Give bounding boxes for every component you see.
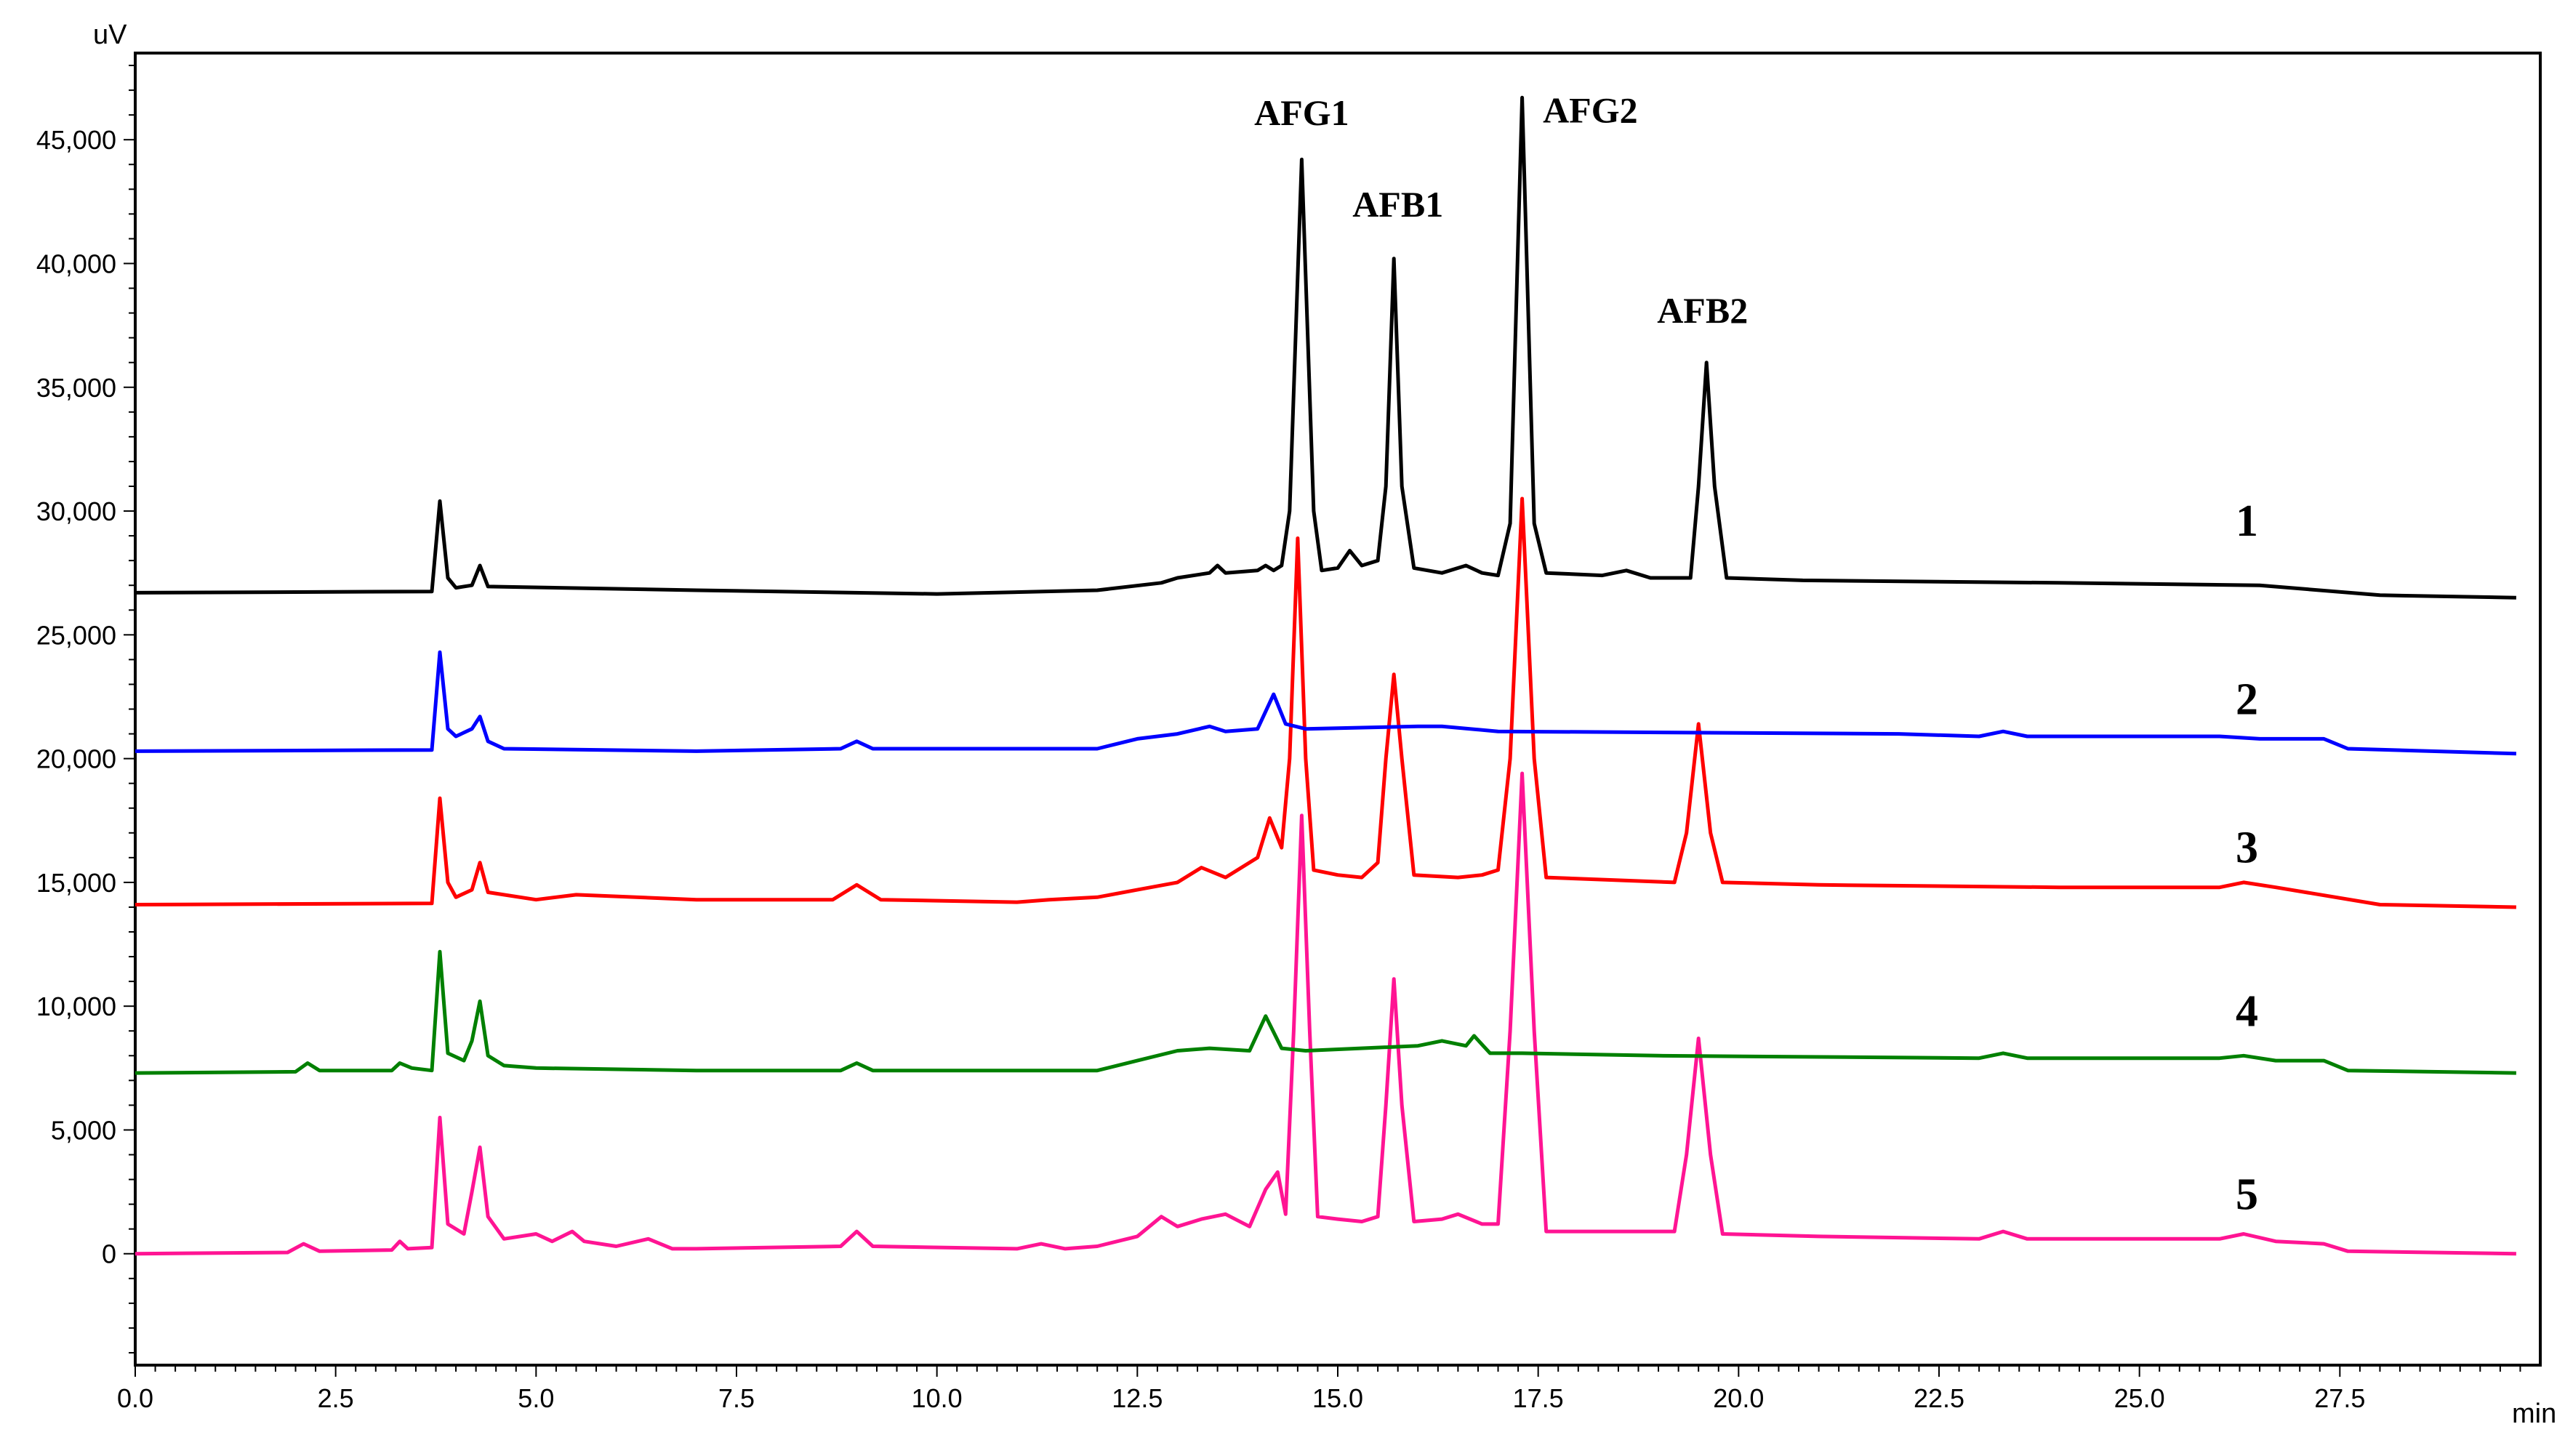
x-tick-label: 5.0	[518, 1383, 554, 1413]
peak-label-afg2: AFG2	[1543, 89, 1638, 130]
trace-group	[135, 95, 2516, 1256]
trace-line-4	[135, 949, 2516, 1075]
trace-line-2	[135, 650, 2516, 756]
trace-line-1	[135, 95, 2516, 600]
y-tick-label: 35,000	[36, 373, 116, 403]
x-tick-label: 25.0	[2114, 1383, 2165, 1413]
x-tick-label: 7.5	[718, 1383, 755, 1413]
peak-label-afg1: AFG1	[1254, 92, 1349, 133]
trace-label-4: 4	[2236, 986, 2258, 1036]
x-tick-label: 15.0	[1312, 1383, 1363, 1413]
y-tick-label: 5,000	[51, 1115, 116, 1145]
x-axis-unit-label: min	[2512, 1399, 2556, 1429]
trace-label-2: 2	[2236, 675, 2258, 724]
x-tick-label: 17.5	[1513, 1383, 1564, 1413]
y-axis-ticks: 0 5,000 10,000 15,000 20,000 25,000 30,000 35,0…	[36, 65, 135, 1354]
y-tick-label: 25,000	[36, 620, 116, 650]
x-axis-ticks: 0.0 2.5 5.0 7.5 10.0 12.5 15.0 17.5 20.0 22.5 25.0…	[117, 1365, 2521, 1413]
x-tick-label: 27.5	[2314, 1383, 2365, 1413]
y-tick-label: 45,000	[36, 125, 116, 155]
x-tick-label: 0.0	[117, 1383, 153, 1413]
y-tick-label: 40,000	[36, 249, 116, 278]
x-tick-label: 22.5	[1914, 1383, 1964, 1413]
trace-line-5	[135, 771, 2516, 1256]
y-tick-label: 30,000	[36, 496, 116, 526]
y-tick-label: 15,000	[36, 868, 116, 898]
x-tick-label: 10.0	[912, 1383, 963, 1413]
y-tick-label: 0	[102, 1239, 116, 1269]
x-tick-label: 2.5	[318, 1383, 354, 1413]
y-axis-unit-label: uV	[93, 20, 127, 50]
plot-frame	[134, 52, 2542, 1367]
trace-label-1: 1	[2236, 496, 2258, 546]
x-tick-label: 12.5	[1112, 1383, 1163, 1413]
y-tick-label: 10,000	[36, 992, 116, 1021]
peak-label-afb2: AFB2	[1657, 290, 1748, 331]
y-tick-label: 20,000	[36, 744, 116, 774]
x-tick-label: 20.0	[1713, 1383, 1764, 1413]
trace-line-3	[135, 496, 2516, 909]
trace-label-5: 5	[2236, 1170, 2258, 1219]
trace-label-3: 3	[2236, 824, 2258, 873]
peak-annotations: AFG1 AFB1 AFG2 AFB2	[1254, 89, 1748, 331]
trace-labels: 1 2 3 4 5	[2236, 496, 2258, 1219]
peak-label-afb1: AFB1	[1352, 184, 1443, 225]
